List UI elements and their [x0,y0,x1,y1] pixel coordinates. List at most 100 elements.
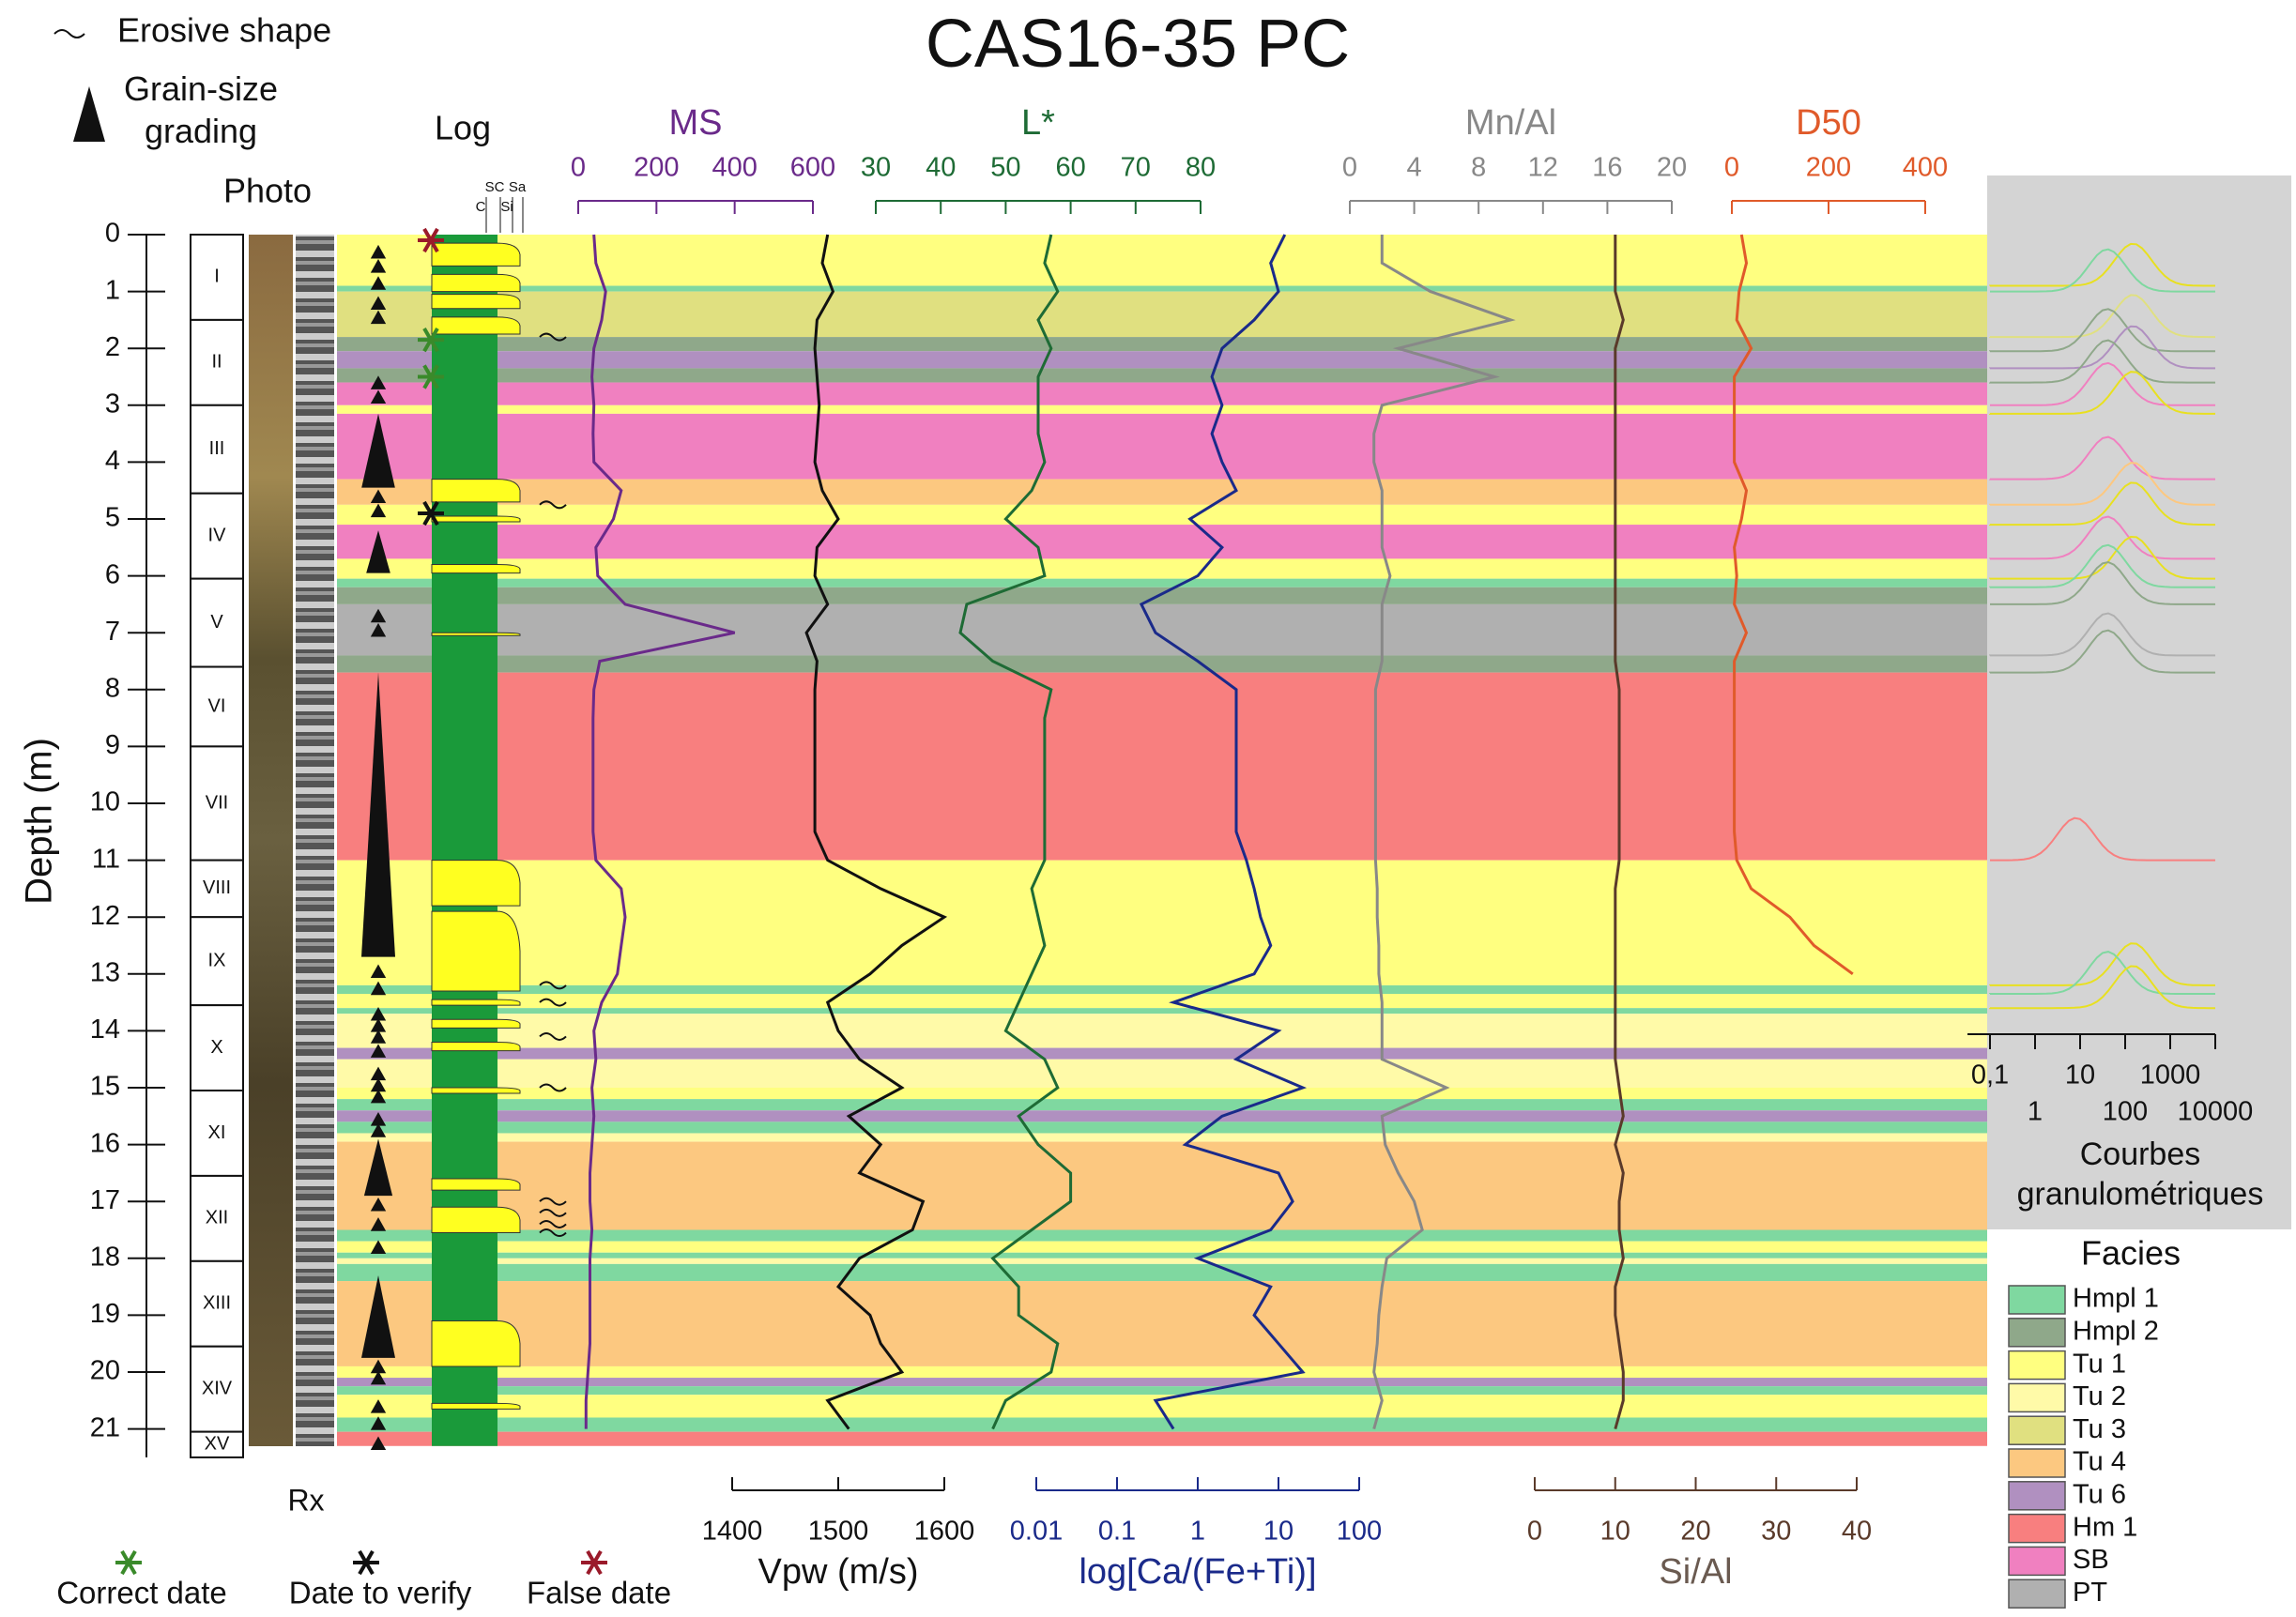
erosive-symbol [539,332,567,342]
y-tick-label: 10 [90,787,120,817]
sand-layer [431,273,521,293]
facies-band [337,337,1987,352]
grain-curve [1989,325,2215,370]
grain-curve [1989,629,2215,674]
grading-triangle [370,503,387,518]
unit-label: IX [208,950,226,970]
grading-triangle [370,1370,387,1385]
date-legend-symbol-stroke [120,1549,137,1576]
track-tick-label: 40 [1842,1517,1872,1547]
track-tick-label: 1600 [914,1517,975,1547]
track-tick-label: 4 [1407,153,1422,183]
y-tick-label: 21 [90,1412,120,1442]
track-tick-label: 40 [926,153,956,183]
track-tick-label: 0 [1527,1517,1542,1547]
grading-triangle [363,1138,393,1197]
y-tick-label: 12 [90,901,120,931]
grading-legend-symbol [73,86,105,142]
facies-band [337,1088,1987,1100]
facies-band [337,479,1987,505]
grading-triangle [370,244,387,259]
grading-triangle [370,1399,387,1413]
facies-band [337,1121,1987,1134]
facies-band [337,351,1987,369]
track-tick-label: 600 [790,153,835,183]
grain-curve [1989,294,2215,339]
rx-column [296,235,334,1446]
track-name: MS [669,103,723,143]
unit-label: X [210,1037,222,1058]
y-tick-label: 9 [105,730,120,760]
grain-curve [1989,543,2215,588]
sand-layer [431,1018,521,1029]
track-tick-label: 50 [990,153,1020,183]
date-marker [418,227,444,253]
sand-layer [431,910,521,992]
grading-triangle [370,981,387,996]
sand-layer [431,860,521,907]
grain-tick-label: 100 [2103,1097,2148,1127]
sand-layer [431,242,521,267]
facies-band [337,285,1987,292]
track-tick-label: 0.01 [1010,1517,1063,1547]
curve [1614,235,1625,1430]
track-tick-label: 200 [634,153,679,183]
facies-band [337,1099,1987,1111]
facies-band [337,578,1987,587]
facies-band [337,1133,1987,1142]
grain-class-label: Si [500,199,513,215]
date-marker-stroke [422,364,439,389]
date-legend-symbol-stroke [358,1549,375,1576]
grading-triangle [370,1240,387,1254]
facies-swatch [2008,1318,2066,1348]
grading-triangle [361,672,395,957]
date-legend-false: False date [527,1576,671,1610]
sand-layer [431,515,521,523]
grain-curve [1989,242,2215,287]
grading-triangle [370,375,387,389]
y-tick-label: 20 [90,1356,120,1386]
unit-label: III [209,438,225,459]
grain-class-label: Sa [509,179,527,195]
date-legend-symbol [115,1549,142,1576]
grain-axis-title: Courbes granulométriques [2017,1136,2264,1213]
curve [584,234,736,1429]
track-tick-label: 20 [1680,1517,1710,1547]
facies-swatch [2008,1415,2066,1445]
facies-band [337,655,1987,673]
unit-label: XIII [203,1293,231,1314]
track-tick-label: 400 [712,153,757,183]
facies-swatch [2008,1350,2066,1381]
erosive-symbol [539,1219,567,1228]
facies-legend-title: Facies [2081,1234,2181,1273]
grain-curve [1989,515,2215,560]
unit-label: V [210,612,223,633]
sand-layer [431,563,521,574]
facies-band [337,504,1987,526]
unit-label: XI [208,1122,226,1143]
track-tick-label: 10 [1600,1517,1630,1547]
facies-band [337,525,1987,559]
grading-triangle [370,608,387,623]
unit-label: XIV [202,1378,233,1398]
unit-box [190,916,244,1007]
facies-swatch [2008,1285,2066,1315]
grain-curve [1989,965,2215,1010]
y-tick-label: 14 [90,1014,120,1045]
facies-band [337,984,1987,995]
date-marker [418,500,444,526]
grading-triangle [370,1066,387,1081]
erosive-symbol [539,998,567,1007]
track-tick-label: 60 [1055,153,1085,183]
y-tick-label: 19 [90,1299,120,1329]
grading-triangle [370,489,387,504]
sand-layer [431,1087,521,1094]
photo-column [249,235,293,1446]
facies-band [337,291,1987,338]
facies-swatch [2008,1546,2066,1577]
unit-box [190,665,244,748]
unit-box [190,745,244,862]
grading-triangle [370,1112,387,1126]
